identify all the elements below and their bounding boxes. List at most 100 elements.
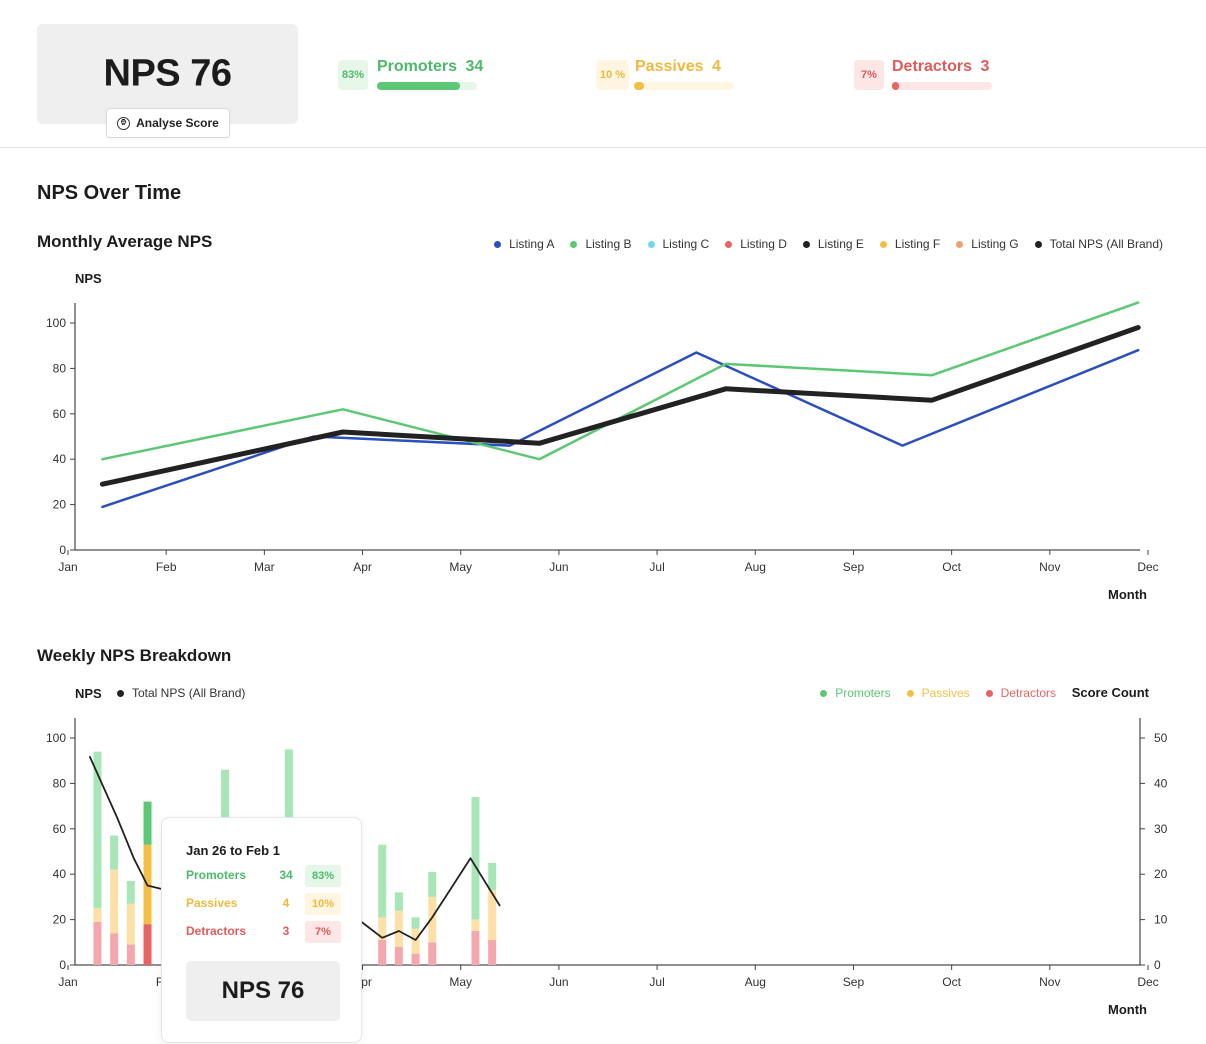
monthly-y-tick-label: 20: [53, 498, 67, 512]
monthly-y-tick-label: 60: [53, 407, 67, 421]
weekly-y2-tick-label: 0: [1154, 958, 1161, 972]
weekly-y2-tick-label: 40: [1154, 776, 1168, 790]
legend-dot-icon: [1034, 240, 1042, 248]
promoters-count: 34: [465, 58, 484, 75]
weekly-x-tick-label: Jun: [549, 975, 568, 989]
monthly-legend-total-nps-all-brand[interactable]: Total NPS (All Brand): [1034, 237, 1163, 251]
bar-segment-promoters: [126, 881, 135, 904]
monthly-chart-legend: Listing A Listing B Listing C Listing D List…: [494, 237, 1163, 251]
bar-segment-passives: [110, 869, 119, 934]
detractors-label: Detractors: [892, 58, 973, 75]
bar-segment-promoters: [411, 917, 420, 929]
monthly-x-tick-label: Mar: [254, 560, 275, 574]
weekly-x-tick-label: Dec: [1137, 975, 1158, 989]
series-line-total-nps-all-brand: [99, 325, 1141, 487]
legend-dot-icon: [570, 240, 578, 248]
weekly-y-tick-label: 0: [59, 958, 66, 972]
monthly-legend-listing-e[interactable]: Listing E: [802, 237, 864, 251]
week-tooltip: Jan 26 to Feb 1 Promoters 34 83% Passive…: [161, 817, 362, 1043]
monthly-y-tick-label: 40: [53, 452, 67, 466]
bar-segment-promoters: [394, 892, 403, 911]
detractors-progress-track: [892, 82, 992, 90]
legend-label: Listing D: [740, 237, 787, 251]
weekly-x-tick-label: Oct: [942, 975, 961, 989]
weekly-y2-axis-title: Score Count: [1071, 685, 1149, 700]
bar-segment-detractors: [126, 944, 135, 965]
bar-segment-passives: [411, 928, 420, 954]
promoters-percent: 83%: [338, 60, 369, 90]
passives-progress-track: [634, 82, 734, 90]
detractors-count: 3: [980, 58, 990, 75]
monthly-legend-listing-c[interactable]: Listing C: [647, 237, 709, 251]
bar-segment-promoters: [378, 844, 387, 918]
legend-dot-icon: [879, 240, 887, 248]
monthly-legend-listing-d[interactable]: Listing D: [725, 237, 787, 251]
legend-dot-icon: [802, 240, 810, 248]
nps-score-card: NPS 76: [37, 24, 298, 124]
detractors-progress-fill: [892, 82, 899, 90]
monthly-legend-listing-g[interactable]: Listing G: [956, 237, 1019, 251]
weekly-chart-legend-right: Promoters Passives Detractors: [820, 686, 1056, 700]
monthly-x-tick-label: May: [449, 560, 472, 574]
weekly-y-tick-label: 100: [46, 731, 66, 745]
weekly-legend-detractors[interactable]: Detractors: [985, 686, 1056, 700]
weekly-chart-title: Weekly NPS Breakdown: [37, 646, 232, 665]
monthly-x-tick-label: Dec: [1137, 560, 1158, 574]
weekly-legend-promoters[interactable]: Promoters: [820, 686, 891, 700]
weekly-legend-passives[interactable]: Passives: [906, 686, 970, 700]
monthly-y-tick-label: 100: [46, 316, 66, 330]
monthly-x-tick-label: Oct: [942, 560, 961, 574]
bar-segment-passives: [488, 890, 497, 941]
summary-header: NPS 76 ⌚︎ Analyse Score 83% Promoters 34…: [0, 0, 1206, 148]
monthly-legend-listing-f[interactable]: Listing F: [879, 237, 940, 251]
weekly-x-tick-label: Jul: [649, 975, 664, 989]
monthly-y-tick-label: 80: [53, 361, 67, 375]
tooltip-promoters-count: 34: [279, 868, 293, 882]
monthly-x-tick-label: Jan: [58, 560, 77, 574]
monthly-chart-title: Monthly Average NPS: [37, 232, 213, 251]
promoters-progress-track: [377, 82, 477, 90]
bar-segment-detractors: [488, 940, 497, 965]
tooltip-promoters-percent: 83%: [305, 865, 341, 887]
monthly-x-tick-label: Aug: [745, 560, 766, 574]
bar-segment-passives: [428, 896, 437, 943]
total-nps-line: [88, 755, 501, 941]
legend-label: Total NPS (All Brand): [1049, 237, 1163, 251]
bar-segment-detractors: [394, 946, 403, 965]
monthly-y-axis-title: NPS: [75, 271, 102, 286]
series-line-listing-b: [101, 301, 1140, 461]
weekly-y-tick-label: 80: [53, 776, 67, 790]
nps-score-value: NPS 76: [103, 52, 232, 95]
bar-segment-promoters: [428, 871, 437, 897]
weekly-legend-total-nps-all-brand[interactable]: Total NPS (All Brand): [117, 686, 245, 700]
legend-dot-icon: [956, 240, 964, 248]
legend-label: Listing E: [817, 237, 864, 251]
monthly-legend-listing-a[interactable]: Listing A: [494, 237, 554, 251]
monthly-legend-listing-b[interactable]: Listing B: [570, 237, 632, 251]
bar-segment-detractors: [143, 924, 152, 965]
weekly-y-tick-label: 40: [53, 867, 67, 881]
weekly-x-tick-label: Aug: [745, 975, 766, 989]
legend-label: Listing A: [509, 237, 555, 251]
passives-metric: 10 % Passives 4: [596, 58, 756, 92]
bar-segment-passives: [471, 919, 480, 931]
weekly-y2-tick-label: 30: [1154, 822, 1168, 836]
weekly-x-axis-title: Month: [1108, 1002, 1147, 1017]
weekly-y-axis-title: NPS: [75, 686, 102, 701]
legend-label: Promoters: [835, 686, 891, 700]
tooltip-nps-score: NPS 76: [186, 961, 340, 1021]
bar-segment-promoters: [488, 862, 497, 891]
bar-segment-passives: [394, 910, 403, 947]
tooltip-title: Jan 26 to Feb 1: [186, 843, 280, 858]
bar-segment-detractors: [110, 933, 119, 965]
bar-segment-detractors: [428, 942, 437, 965]
weekly-y2-tick-label: 10: [1154, 913, 1168, 927]
legend-label: Passives: [921, 686, 970, 700]
bar-segment-detractors: [93, 921, 102, 965]
analyse-score-button[interactable]: ⌚︎ Analyse Score: [106, 108, 230, 138]
passives-count: 4: [711, 58, 721, 75]
promoters-metric: 83% Promoters 34: [338, 58, 498, 92]
passives-progress-fill: [634, 82, 644, 90]
bar-segment-detractors: [411, 953, 420, 965]
legend-dot-icon: [117, 689, 124, 697]
